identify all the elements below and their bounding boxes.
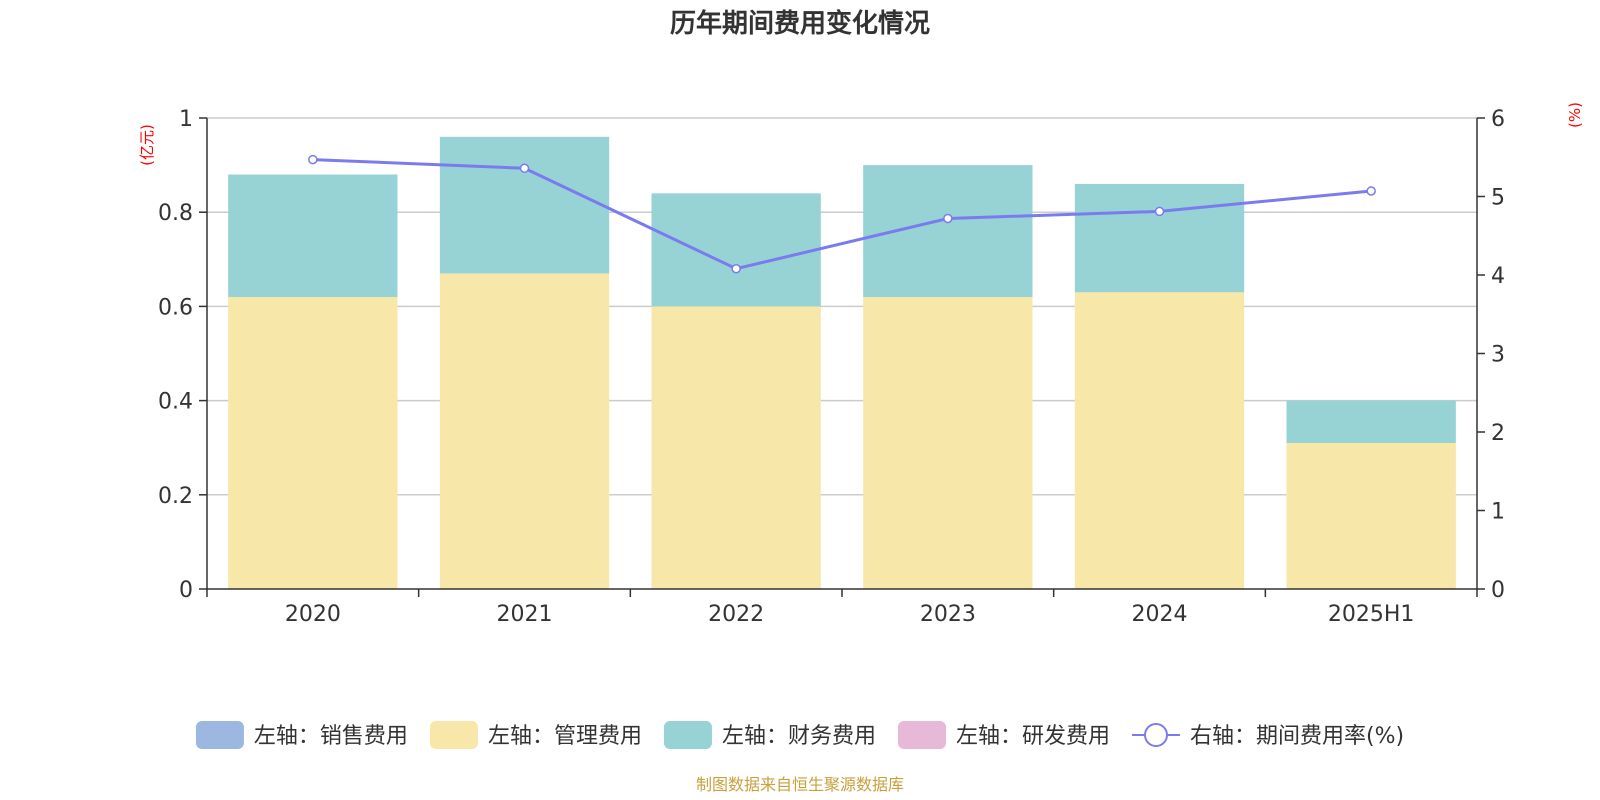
line-series: [308, 154, 1376, 274]
x-axis-tick-label: 2021: [497, 602, 553, 627]
left-axis-unit: (亿元): [138, 124, 156, 166]
legend-label: 左轴：研发费用: [956, 724, 1110, 749]
bar-segment: [1286, 400, 1456, 443]
left-axis-tick-label: 0: [179, 578, 193, 603]
x-axis-tick-label: 2025H1: [1328, 602, 1415, 627]
legend-item: 右轴：期间费用率(%): [1131, 723, 1404, 749]
left-axis-tick-label: 0.8: [158, 201, 193, 226]
bar-series: [228, 136, 1456, 589]
legend-label: 右轴：期间费用率(%): [1190, 724, 1404, 749]
legend-swatch: [663, 721, 712, 749]
rate-point: [943, 213, 953, 224]
rate-point: [1366, 186, 1376, 196]
left-axis-tick-label: 1: [179, 107, 193, 132]
right-axis-tick-label: 0: [1491, 578, 1505, 603]
x-axis-tick-label: 2024: [1132, 602, 1188, 627]
rate-point: [1154, 206, 1165, 217]
bar-segment: [1074, 183, 1245, 293]
bar-segment: [1074, 292, 1245, 589]
bar-segment: [863, 296, 1033, 589]
right-axis-tick-label: 5: [1491, 186, 1505, 211]
legend-label: 左轴：财务费用: [722, 724, 876, 749]
right-axis-tick-label: 6: [1491, 107, 1505, 132]
gridlines: [207, 117, 1477, 496]
right-axis-tick-label: 2: [1491, 421, 1505, 446]
legend-item: 左轴：管理费用: [429, 721, 642, 749]
rate-point: [519, 163, 530, 173]
bar-segment: [651, 193, 821, 307]
bar-segment: [439, 273, 610, 589]
x-axis-tick-label: 2020: [285, 602, 341, 627]
legend-item: 左轴：研发费用: [897, 721, 1110, 749]
legend-swatch: [429, 721, 478, 749]
bar-segment: [228, 174, 398, 297]
right-axis-tick-label: 1: [1491, 500, 1505, 525]
bar-segment: [228, 296, 398, 589]
left-axis-tick-label: 0.4: [158, 390, 193, 415]
right-axis-tick-label: 4: [1491, 264, 1505, 289]
axes: 0 0.2 0.4 0.6 0.8 1 0 1 2 3 4 5 6 2020 2021 2022 2023 202…: [158, 107, 1505, 627]
legend-item: 左轴：销售费用: [195, 721, 408, 749]
chart-title: 历年期间费用变化情况: [670, 8, 930, 39]
legend: 左轴：销售费用 左轴：管理费用 左轴：财务费用 左轴：研发费用 右轴：期间费用率(%): [195, 721, 1404, 749]
x-axis-tick-label: 2023: [920, 602, 976, 627]
bar-segment: [651, 306, 821, 589]
left-axis-tick-label: 0.6: [158, 295, 193, 320]
right-axis-tick-label: 3: [1491, 343, 1505, 368]
bar-segment: [439, 136, 610, 274]
legend-swatch: [195, 721, 244, 749]
legend-label: 左轴：管理费用: [488, 724, 642, 749]
rate-line: [312, 158, 1372, 271]
bar-segment: [1286, 442, 1456, 589]
x-axis-tick-label: 2022: [708, 602, 764, 627]
legend-swatch: [897, 721, 946, 749]
right-axis-unit: (%): [1566, 102, 1584, 128]
legend-marker: [1143, 723, 1168, 747]
rate-point: [308, 154, 318, 165]
legend-label: 左轴：销售费用: [254, 724, 408, 749]
rate-point: [731, 263, 741, 274]
legend-item: 左轴：财务费用: [663, 721, 876, 749]
source-footer: 制图数据来自恒生聚源数据库: [696, 775, 904, 794]
left-axis-tick-label: 0.2: [158, 484, 193, 509]
